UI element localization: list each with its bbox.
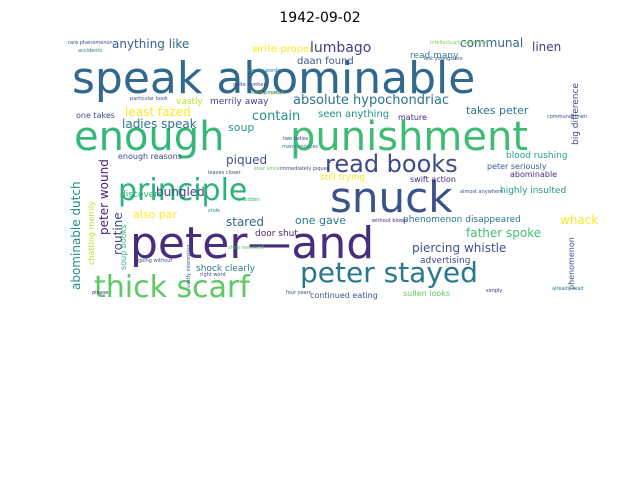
word-cloud-word: principle: [118, 173, 247, 208]
word-cloud-word: ladies speak: [122, 117, 197, 131]
word-cloud-word: discovers: [120, 190, 163, 200]
word-cloud-word: big difference: [571, 83, 581, 145]
word-cloud-word: almost anywhere: [460, 189, 503, 195]
word-cloud-word: piqued: [226, 153, 267, 167]
word-cloud-word: vastly interesting: [186, 245, 192, 288]
word-cloud-word: four years: [286, 290, 312, 296]
word-cloud-word: bungled: [156, 185, 205, 199]
word-cloud-word: family words: [248, 68, 280, 74]
word-cloud-word: enough: [74, 114, 225, 160]
word-cloud-word: least fazed: [125, 105, 191, 119]
word-cloud-word: read many: [410, 51, 459, 61]
word-cloud-word: shoe removed: [228, 245, 264, 251]
word-cloud-word: phenomenon disappeared: [403, 215, 521, 225]
word-cloud-word: stared: [226, 215, 264, 229]
word-cloud-word: speak abominable: [72, 53, 475, 104]
word-cloud-word: contain: [252, 109, 300, 124]
word-cloud-word: stole: [208, 208, 220, 214]
word-cloud-word: punishment: [290, 114, 528, 160]
word-cloud-word: immediately piqued: [280, 166, 330, 172]
word-cloud-word: one gave: [295, 214, 346, 227]
word-cloud-word: write proper: [252, 44, 314, 55]
word-cloud-word: daan found: [297, 56, 354, 67]
word-cloud-word: peter seriously: [487, 162, 547, 171]
word-cloud-word: piercing whistle: [412, 241, 506, 255]
word-cloud-word: soup: [228, 121, 254, 134]
word-cloud-word: also par: [133, 208, 177, 221]
word-cloud-word: particular book: [130, 96, 168, 102]
word-cloud-word: already read: [552, 286, 584, 292]
word-cloud-word: seen anything: [318, 109, 389, 120]
word-cloud-word: still trying: [320, 173, 365, 183]
word-cloud-word: communal: [460, 36, 523, 50]
word-cloud-word: linen: [532, 40, 561, 54]
word-cloud-word: intellectually advanced: [430, 40, 488, 46]
word-cloud-word: blood rushing: [506, 151, 568, 161]
word-cloud-word: help anyway: [252, 90, 284, 96]
word-cloud-word: two ladies: [283, 136, 309, 142]
word-cloud-word: please: [92, 290, 108, 296]
word-cloud-word: enough reasons: [118, 152, 182, 161]
word-cloud-word: one takes: [76, 111, 115, 120]
word-cloud-word: advertising: [420, 256, 470, 266]
word-cloud-word: rare phenomenon: [68, 40, 113, 46]
word-cloud-word: forbidden: [236, 197, 260, 203]
word-cloud-word: routine: [111, 212, 125, 255]
word-cloud-word: mature: [398, 113, 427, 122]
word-cloud-word: vastly: [176, 97, 204, 107]
word-cloud-word: swift action: [410, 175, 456, 184]
word-cloud-word: lest youngsters: [424, 56, 463, 62]
word-cloud-word: leaves closer: [208, 170, 242, 176]
word-cloud-word: door shut: [255, 229, 298, 239]
word-cloud-word: simply: [486, 288, 502, 294]
word-cloud-word: phenomenon: [567, 237, 576, 290]
word-cloud-word: many services: [282, 144, 319, 150]
word-cloud-word: highly insulted: [500, 186, 566, 196]
word-cloud-word: quite mother: [233, 82, 266, 88]
word-cloud-word: ever since: [254, 166, 280, 172]
word-cloud-word: going without: [138, 258, 172, 264]
word-cloud-word: chatting merrily: [87, 201, 96, 265]
word-cloud-word: thick scarf: [94, 270, 251, 305]
word-cloud-word: anything like: [112, 37, 189, 51]
word-cloud-word: right word: [200, 272, 226, 278]
word-cloud-word: snuck: [330, 173, 453, 222]
word-cloud-word: accidents: [78, 48, 102, 54]
word-cloud-word: communal linen: [547, 114, 587, 120]
word-cloud-word: lumbago: [310, 40, 371, 56]
word-cloud-word: father spoke: [466, 226, 541, 240]
word-cloud-word: really much: [252, 90, 281, 96]
chart-title: 1942-09-02: [279, 10, 361, 26]
word-cloud-word: merrily away: [210, 97, 269, 107]
word-cloud-word: without blown: [372, 218, 407, 224]
word-cloud-word: abominable: [510, 170, 557, 179]
word-cloud-word: soup books: [119, 225, 128, 270]
word-cloud-word: whack: [560, 213, 598, 227]
word-cloud-word: sullen looks: [403, 289, 450, 298]
word-cloud-word: absolute hypochondriac: [293, 93, 449, 108]
word-cloud-word: takes peter: [466, 104, 529, 117]
word-cloud-word: peter wound: [97, 159, 111, 235]
word-cloud-word: continued eating: [310, 291, 378, 300]
word-cloud-word: peter stayed: [300, 256, 478, 289]
word-cloud-word: peter—and: [130, 218, 374, 269]
word-cloud-word: read books: [325, 150, 458, 178]
word-cloud-word: shock clearly: [196, 264, 256, 274]
word-cloud-word: abominable dutch: [69, 181, 83, 290]
